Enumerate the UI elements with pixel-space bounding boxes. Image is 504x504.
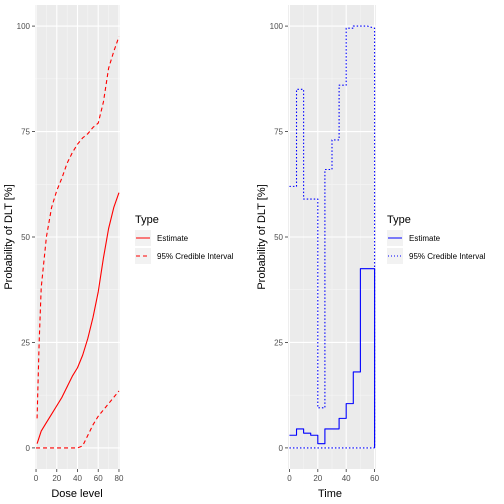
right-chart: 0 25 50 75 100 0 20 40 60 Time Probability of D… (256, 5, 486, 500)
left-x-tick-label: 80 (115, 474, 124, 483)
right-legend-title: Type (387, 214, 411, 226)
left-y-tick-label: 0 (26, 444, 31, 453)
right-legend-label-estimate: Estimate (409, 234, 441, 243)
left-y-ticks: 0 25 50 75 100 (17, 22, 35, 453)
left-y-tick-label: 50 (21, 233, 30, 242)
right-y-tick-label: 0 (279, 444, 284, 453)
left-x-axis-title: Dose level (51, 488, 102, 500)
right-series-line-1 (289, 25, 376, 448)
left-series-line-1 (36, 36, 120, 419)
left-legend-label-estimate: Estimate (157, 234, 189, 243)
right-x-tick-label: 0 (287, 474, 292, 483)
left-x-ticks: 0 20 40 60 80 (34, 469, 124, 483)
right-y-tick-label: 50 (274, 233, 283, 242)
left-series-line-2 (36, 390, 120, 449)
left-x-tick-label: 0 (34, 474, 39, 483)
right-legend-label-ci: 95% Credible Interval (409, 252, 486, 261)
right-x-tick-label: 20 (313, 474, 322, 483)
right-series-line-0 (289, 268, 376, 448)
right-y-axis-title: Probability of DLT [%] (256, 184, 268, 289)
left-y-tick-label: 75 (21, 128, 30, 137)
right-x-tick-label: 40 (342, 474, 351, 483)
right-series (289, 25, 376, 449)
right-x-tick-label: 60 (370, 474, 379, 483)
right-y-tick-label: 25 (274, 338, 283, 347)
right-x-axis-title: Time (318, 488, 342, 500)
left-x-tick-label: 60 (94, 474, 103, 483)
right-y-tick-label: 100 (270, 22, 284, 31)
left-chart: 0 25 50 75 100 0 20 40 60 80 Dose level Probabil… (3, 5, 234, 500)
left-major-grid (35, 5, 120, 469)
left-series-line-0 (36, 192, 120, 444)
left-legend: Type Estimate 95% Credible Interval (135, 214, 234, 264)
right-y-tick-label: 75 (274, 128, 283, 137)
left-legend-title: Type (135, 214, 159, 226)
left-x-tick-label: 40 (73, 474, 82, 483)
left-y-axis-title: Probability of DLT [%] (3, 184, 15, 289)
right-x-ticks: 0 20 40 60 (287, 469, 380, 483)
left-x-tick-label: 20 (52, 474, 61, 483)
left-y-tick-label: 25 (21, 338, 30, 347)
left-legend-label-ci: 95% Credible Interval (157, 252, 234, 261)
left-series (36, 36, 120, 449)
right-legend: Type Estimate 95% Credible Interval (387, 214, 486, 264)
right-y-ticks: 0 25 50 75 100 (270, 22, 288, 453)
left-y-tick-label: 100 (17, 22, 31, 31)
